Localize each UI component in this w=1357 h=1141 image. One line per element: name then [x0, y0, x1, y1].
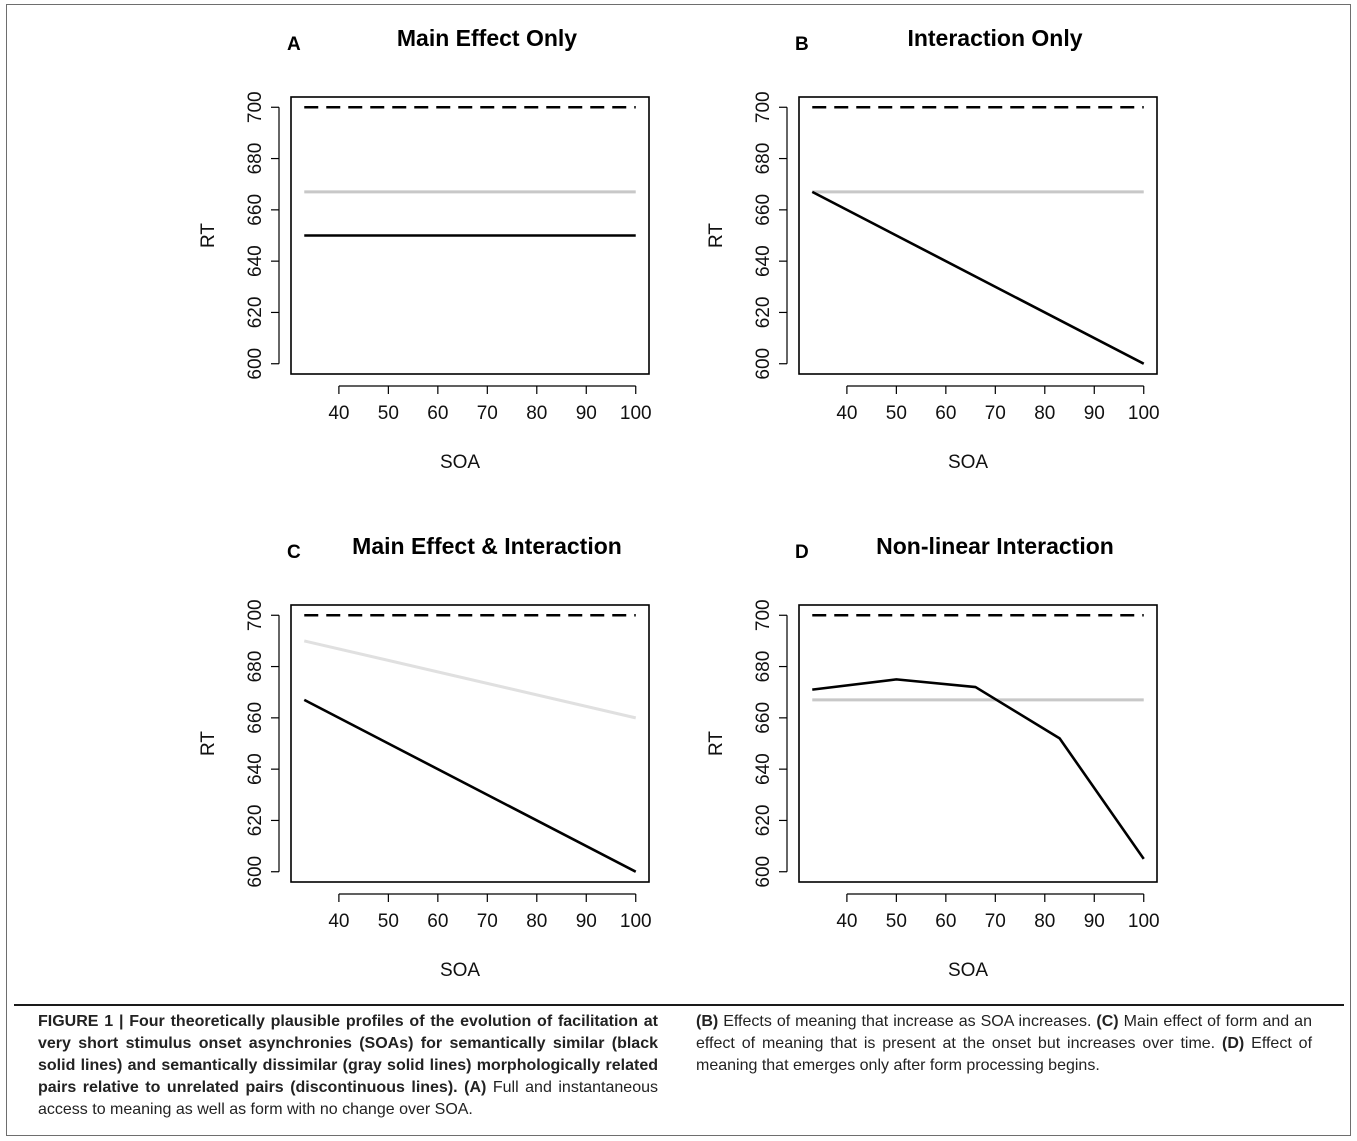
y-tick-label: 700 [753, 91, 774, 123]
y-tick-label: 640 [245, 753, 266, 785]
y-tick-label: 640 [753, 753, 774, 785]
x-tick-label: 90 [576, 403, 597, 424]
panel-letter: C [287, 542, 301, 563]
y-tick-label: 680 [245, 651, 266, 683]
x-tick-label: 100 [620, 403, 652, 424]
plot-area-frame [798, 96, 1158, 375]
x-axis-title: SOA [440, 960, 480, 981]
x-tick-label: 40 [836, 403, 857, 424]
x-tick-label: 70 [477, 911, 498, 932]
y-tick-label: 600 [245, 348, 266, 380]
x-axis-title: SOA [948, 960, 988, 981]
plot-area-frame [290, 604, 650, 883]
y-axis-title: RT [706, 223, 727, 248]
y-tick-label: 660 [245, 194, 266, 226]
y-axis-title: RT [706, 731, 727, 756]
y-tick-label: 660 [753, 702, 774, 734]
panel-letter: D [795, 542, 809, 563]
caption-divider [14, 1004, 1344, 1006]
panel-letter: B [795, 34, 809, 55]
x-tick-label: 60 [935, 911, 956, 932]
figure-caption-heading: FIGURE 1 | Four theoretically plausible … [38, 1013, 658, 1096]
y-tick-label: 680 [753, 651, 774, 683]
caption-a-label: (A) [464, 1079, 487, 1096]
y-tick-label: 660 [245, 702, 266, 734]
figure-panels: 40 50 60 70 80 90 100 600 620 640 660 680 700 SOA RT A M… [198, 25, 1160, 981]
caption-right-column: (B) Effects of meaning that increase as … [696, 1011, 1312, 1077]
caption-b-label: (B) [696, 1013, 719, 1030]
y-tick-label: 620 [245, 805, 266, 837]
x-axis-title: SOA [440, 452, 480, 473]
x-tick-label: 60 [427, 403, 448, 424]
plot-area-frame [798, 604, 1158, 883]
x-tick-label: 40 [328, 911, 349, 932]
x-tick-label: 50 [378, 911, 399, 932]
series-line-3 [812, 678, 1145, 860]
x-tick-label: 50 [378, 403, 399, 424]
y-tick-label: 600 [245, 856, 266, 888]
x-tick-label: 50 [886, 403, 907, 424]
panel-title: Non-linear Interaction [876, 533, 1114, 559]
panel-title: Main Effect Only [397, 25, 577, 51]
x-tick-label: 70 [477, 403, 498, 424]
caption-d-text: Effect of meaning that emerges only afte… [696, 1035, 1313, 1074]
x-axis-title: SOA [948, 452, 988, 473]
y-tick-label: 680 [753, 143, 774, 175]
y-tick-label: 600 [753, 348, 774, 380]
y-tick-label: 700 [245, 599, 266, 631]
y-tick-label: 600 [753, 856, 774, 888]
caption-c-text: Main effect of form and an effect of mea… [696, 1013, 1312, 1052]
series-line-3 [303, 698, 637, 873]
x-tick-label: 80 [1034, 403, 1055, 424]
caption-d-label: (D) [1222, 1035, 1245, 1052]
panel-title: Main Effect & Interaction [352, 533, 622, 559]
chart-panel-d: 40 50 60 70 80 90 100 600 620 640 660 680 700 SOA RT D N… [706, 533, 1160, 981]
caption-c-label: (C) [1096, 1013, 1119, 1030]
plot-area-frame [290, 96, 650, 375]
y-tick-label: 680 [245, 143, 266, 175]
series-line-2 [303, 639, 637, 720]
caption-left-column: FIGURE 1 | Four theoretically plausible … [38, 1011, 658, 1121]
y-axis-title: RT [198, 223, 219, 248]
x-tick-label: 90 [1084, 403, 1105, 424]
series-line-3 [811, 190, 1145, 365]
caption-a-text: Full and instantaneous access to meaning… [38, 1079, 658, 1118]
x-tick-label: 100 [1128, 911, 1160, 932]
x-tick-label: 60 [935, 403, 956, 424]
x-tick-label: 80 [526, 911, 547, 932]
x-tick-label: 40 [836, 911, 857, 932]
y-tick-label: 640 [245, 245, 266, 277]
x-tick-label: 100 [620, 911, 652, 932]
panel-title: Interaction Only [907, 25, 1082, 51]
chart-panel-a: 40 50 60 70 80 90 100 600 620 640 660 680 700 SOA RT A M… [198, 25, 652, 473]
x-tick-label: 50 [886, 911, 907, 932]
y-tick-label: 700 [753, 599, 774, 631]
chart-panel-b: 40 50 60 70 80 90 100 600 620 640 660 680 700 SOA RT B I… [706, 25, 1160, 473]
x-tick-label: 70 [985, 403, 1006, 424]
chart-panel-c: 40 50 60 70 80 90 100 600 620 640 660 680 700 SOA RT C M… [198, 533, 652, 981]
x-tick-label: 80 [1034, 911, 1055, 932]
panel-letter: A [287, 34, 301, 55]
y-tick-label: 620 [753, 297, 774, 329]
y-tick-label: 660 [753, 194, 774, 226]
x-tick-label: 90 [1084, 911, 1105, 932]
figure-frame [6, 4, 1351, 1136]
x-tick-label: 80 [526, 403, 547, 424]
x-tick-label: 90 [576, 911, 597, 932]
y-axis-title: RT [198, 731, 219, 756]
x-tick-label: 60 [427, 911, 448, 932]
x-tick-label: 100 [1128, 403, 1160, 424]
y-tick-label: 620 [245, 297, 266, 329]
y-tick-label: 640 [753, 245, 774, 277]
y-tick-label: 620 [753, 805, 774, 837]
x-tick-label: 70 [985, 911, 1006, 932]
x-tick-label: 40 [328, 403, 349, 424]
caption-b-text: Effects of meaning that increase as SOA … [723, 1013, 1092, 1030]
y-tick-label: 700 [245, 91, 266, 123]
